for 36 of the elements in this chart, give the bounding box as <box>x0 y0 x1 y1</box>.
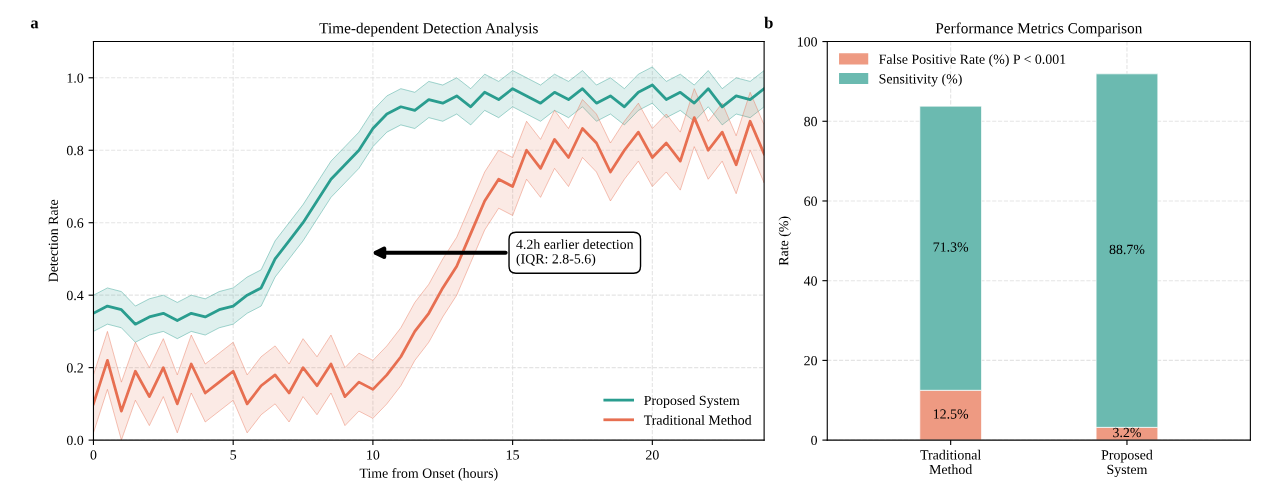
chart-title: Performance Metrics Comparison <box>935 22 1143 37</box>
x-tick-label: 0 <box>90 450 97 460</box>
data-label: 71.3% <box>933 242 969 252</box>
x-tick-label: 10 <box>367 450 380 460</box>
line-series <box>93 116 765 413</box>
y-tick-label: 100 <box>797 37 818 47</box>
legend-label: Proposed System <box>644 395 740 408</box>
y-tick-label: 0.6 <box>66 218 84 228</box>
x-tick-label: 15 <box>506 450 520 460</box>
data-label: 88.7% <box>1109 244 1145 255</box>
x-tick-label: Traditional Method <box>920 449 981 475</box>
text: b <box>764 16 773 29</box>
y-tick-label: 80 <box>804 116 818 127</box>
y-tick-label: 0.0 <box>66 435 84 446</box>
y-tick-label: 0.2 <box>66 363 83 373</box>
x-tick-label: Proposed System <box>1101 449 1153 477</box>
legend-label: Traditional Method <box>643 415 752 425</box>
y-tick-label: 20 <box>804 355 818 366</box>
y-tick-label: 0.4 <box>66 290 84 301</box>
data-label: 12.5% <box>933 409 969 419</box>
y-axis-title: Rate (%) <box>778 216 792 266</box>
text: a <box>30 20 39 29</box>
chart-title: Time-dependent Detection Analysis <box>319 22 538 37</box>
legend-label: Sensitivity (%) <box>879 73 962 87</box>
annotation: 4.2h earlier detection (IQR: 2.8-5.6) <box>516 239 634 267</box>
y-tick-label: 0 <box>811 435 818 446</box>
legend-label: False Positive Rate (%) P < 0.001 <box>879 54 1066 67</box>
y-tick-label: 1.0 <box>67 73 84 83</box>
y-tick-label: 0.8 <box>66 145 84 156</box>
y-tick-label: 40 <box>803 276 818 286</box>
y-axis-title: Detection Rate <box>48 199 58 282</box>
x-tick-label: 5 <box>230 450 237 460</box>
data-label: 3.2% <box>1113 427 1141 438</box>
x-axis-title: Time from Onset (hours) <box>359 467 498 481</box>
y-tick-label: 60 <box>804 196 818 206</box>
x-tick-label: 20 <box>646 450 659 460</box>
